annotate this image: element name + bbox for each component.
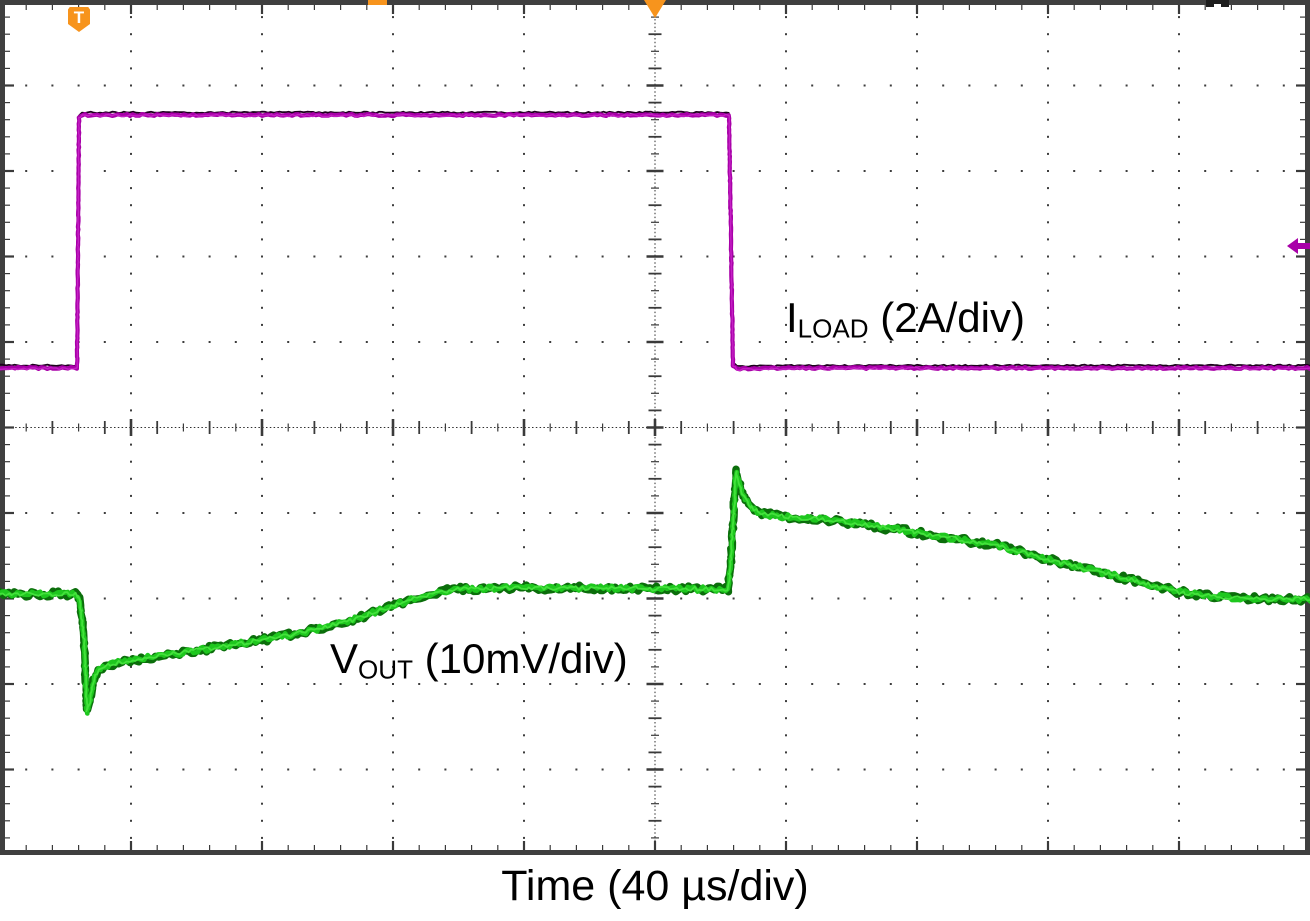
trigger-time-triangle-icon [644,0,666,18]
iload-label-rest: (2A/div) [868,294,1025,341]
iload-trace-core [0,112,1310,372]
vout-trace-bright [0,470,1310,713]
top-edge-notch-icon [1206,0,1229,7]
vout-label-main: V [330,635,359,682]
iload-label-sub: LOAD [797,313,869,344]
vout-label-rest: (10mV/div) [412,635,628,682]
vout-trace-core [0,469,1310,716]
vout-label-sub: OUT [358,654,413,685]
time-axis-label: Time (40 µs/div) [501,862,809,910]
iload-trace-hl [0,113,1310,372]
trigger-marker-badge: T [68,7,90,32]
waveform-traces [0,110,1310,716]
oscilloscope-display: T ILOAD (2A/div) VOUT (10mV/div) [0,0,1310,855]
iload-trace-edge [0,110,1310,368]
trigger-position-strip-icon [368,0,387,5]
iload-trace-label: ILOAD (2A/div) [786,297,1025,342]
vout-trace-label: VOUT (10mV/div) [330,638,628,683]
iload-label-main: I [786,294,798,341]
channel-reference-arrow-icon [1287,238,1310,254]
